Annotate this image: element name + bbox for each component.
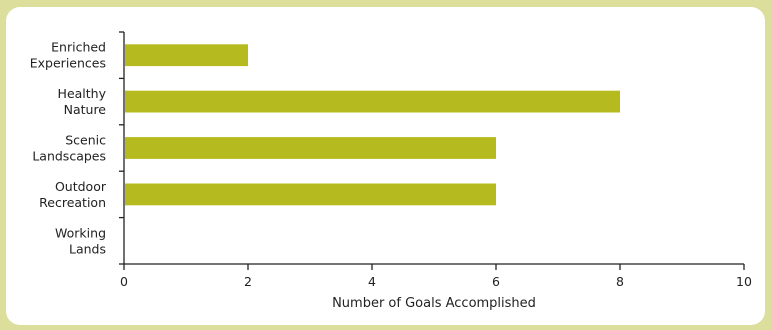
x-tick-label: 0 xyxy=(120,274,128,289)
category-labels: Enriched Experiences Healthy Nature Scenic La… xyxy=(30,40,107,257)
category-label: Scenic Landscapes xyxy=(32,133,106,164)
bar xyxy=(125,137,496,159)
bar xyxy=(125,90,620,113)
x-tick-label: 6 xyxy=(492,274,500,289)
category-label: Outdoor Recreation xyxy=(39,179,107,210)
x-tick-label: 10 xyxy=(736,274,752,289)
chart-axes xyxy=(119,31,745,270)
x-tick-label: 2 xyxy=(244,274,252,289)
x-tick-labels: 0 2 4 6 8 10 xyxy=(120,274,752,289)
category-label: Working Lands xyxy=(55,225,106,256)
chart-bars xyxy=(125,44,620,206)
x-tick-label: 4 xyxy=(368,274,376,289)
category-label: Enriched Experiences xyxy=(30,40,106,71)
bar xyxy=(125,183,496,206)
x-axis-title: Number of Goals Accomplished xyxy=(332,296,536,311)
x-tick-label: 8 xyxy=(616,274,624,289)
bar xyxy=(125,44,248,67)
category-label: Healthy Nature xyxy=(58,86,107,117)
